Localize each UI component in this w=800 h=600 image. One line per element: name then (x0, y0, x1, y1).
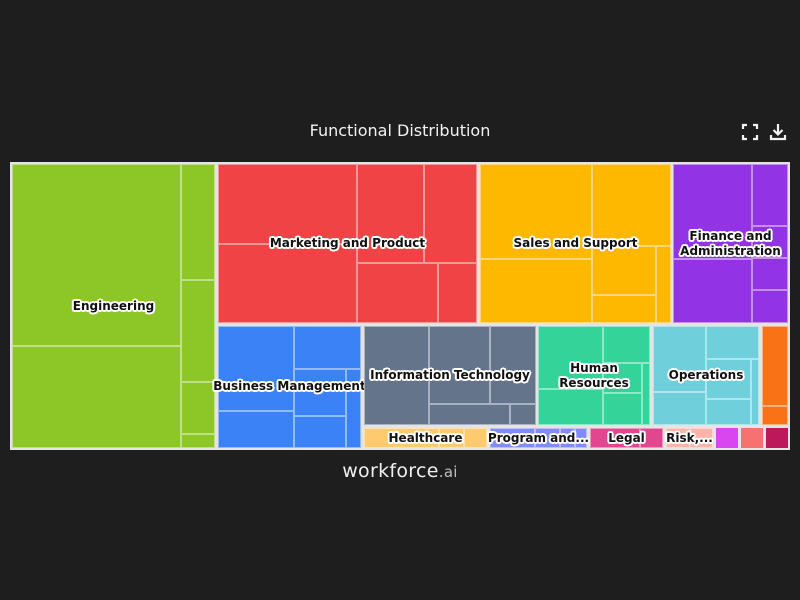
sub-cell (656, 246, 671, 323)
sub-cell (429, 326, 490, 404)
treemap-cell-crimson-unlabeled[interactable] (766, 428, 788, 448)
sub-cell (346, 369, 361, 448)
sub-cell (603, 363, 642, 393)
sub-cell (706, 326, 759, 359)
sub-cell (429, 404, 510, 425)
sub-cell (439, 428, 464, 448)
sub-cell (666, 428, 690, 448)
treemap-cell-salmon-unlabeled[interactable] (741, 428, 763, 448)
sub-cell (538, 326, 603, 389)
sub-cell (181, 164, 215, 280)
sub-cell (438, 263, 477, 323)
brand-main: workforce (342, 460, 439, 482)
treemap-cell-risk[interactable] (666, 428, 713, 448)
sub-cell (181, 382, 215, 434)
sub-cell (490, 428, 535, 448)
chart-title: Functional Distribution (309, 121, 491, 140)
sub-cell (12, 346, 181, 448)
sub-cell (218, 244, 357, 323)
sub-cell (357, 164, 424, 263)
sub-cell (653, 392, 706, 425)
sub-cell (752, 164, 788, 226)
treemap-cell-finance[interactable] (673, 164, 788, 323)
sub-cell (706, 399, 751, 425)
treemap-cell-business-management[interactable] (218, 326, 361, 448)
sub-cell (480, 259, 592, 323)
sub-cell (603, 326, 650, 363)
sub-cell (575, 428, 587, 448)
sub-cell (673, 259, 752, 323)
sub-cell (218, 164, 357, 244)
sub-cell (603, 393, 642, 425)
sub-cell (535, 428, 560, 448)
treemap-cell-human-resources[interactable] (538, 326, 650, 425)
sub-cell (12, 164, 181, 346)
sub-cell (690, 428, 713, 448)
sub-cell (464, 428, 487, 448)
sub-cell (218, 326, 294, 411)
treemap-cell-information-technology[interactable] (364, 326, 536, 425)
sub-cell (294, 369, 346, 416)
sub-cell (294, 326, 361, 369)
sub-cell (653, 326, 706, 392)
sub-cell (752, 290, 788, 323)
treemap-cell-program[interactable] (490, 428, 587, 448)
sub-cell (673, 164, 752, 259)
sub-cell (642, 363, 650, 425)
brand-tld: .ai (438, 463, 458, 481)
treemap-cell-orange-unlabeled[interactable] (762, 326, 788, 425)
sub-cell (592, 246, 656, 295)
sub-cell (538, 389, 603, 425)
sub-cell (590, 428, 640, 448)
sub-cell (181, 434, 215, 448)
treemap-cell-operations[interactable] (653, 326, 759, 425)
treemap-cell-engineering[interactable] (12, 164, 215, 448)
treemap-cell-healthcare[interactable] (364, 428, 487, 448)
sub-cell (762, 406, 788, 425)
sub-cell (560, 428, 575, 448)
sub-cell (592, 295, 656, 323)
sub-cell (364, 428, 439, 448)
sub-cell (752, 258, 788, 290)
treemap-cell-legal[interactable] (590, 428, 663, 448)
sub-cell (294, 416, 346, 448)
sub-cell (751, 359, 759, 425)
download-icon[interactable] (769, 123, 787, 141)
sub-cell (592, 164, 671, 246)
sub-cell (364, 326, 429, 425)
sub-cell (706, 359, 751, 399)
treemap-cell-sales[interactable] (480, 164, 671, 323)
sub-cell (424, 164, 477, 263)
sub-cell (640, 428, 663, 448)
fullscreen-icon[interactable] (741, 123, 759, 141)
brand-logo: workforce.ai (0, 460, 800, 482)
sub-cell (181, 280, 215, 382)
sub-cell (752, 226, 788, 258)
sub-cell (480, 164, 592, 259)
sub-cell (490, 326, 536, 404)
treemap-cell-magenta-unlabeled[interactable] (716, 428, 738, 448)
sub-cell (218, 411, 294, 448)
sub-cell (510, 404, 536, 425)
sub-cell (762, 326, 788, 406)
sub-cell (357, 263, 438, 323)
treemap-cell-marketing[interactable] (218, 164, 477, 323)
